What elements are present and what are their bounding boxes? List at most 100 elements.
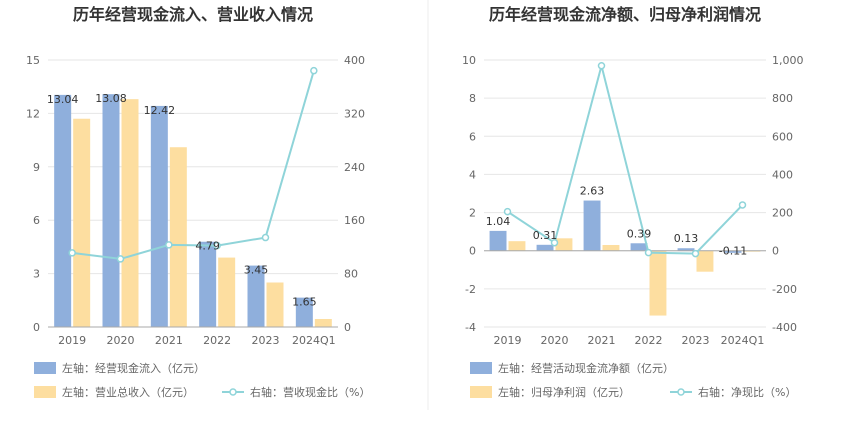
chart1-bar-s1 bbox=[169, 147, 187, 327]
chart2-x-tick: 2023 bbox=[682, 334, 710, 347]
chart1-bar-s1 bbox=[266, 282, 284, 327]
chart2-y-right-tick: 0 bbox=[772, 245, 779, 258]
chart2-y-right-tick: -200 bbox=[772, 283, 797, 296]
chart2-bar-s0 bbox=[489, 230, 507, 251]
chart2-data-label: 0.31 bbox=[533, 229, 558, 242]
chart2-y-left-tick: -4 bbox=[465, 321, 476, 334]
chart2-data-label: 0.39 bbox=[627, 227, 652, 240]
chart2-bar-s1 bbox=[649, 250, 667, 316]
chart2-line-point bbox=[644, 248, 653, 257]
chart2-line-point bbox=[691, 249, 700, 258]
chart2-data-label: 1.04 bbox=[486, 215, 511, 228]
chart2-bar-s0 bbox=[536, 244, 554, 251]
chart2-y-right-tick: -400 bbox=[772, 321, 797, 334]
chart2-bar-s1 bbox=[555, 238, 573, 251]
chart1-bar-s1 bbox=[314, 318, 332, 327]
chart2-line-point bbox=[550, 238, 559, 247]
chart1-y-left-tick: 9 bbox=[33, 161, 40, 174]
chart2-line-point bbox=[597, 61, 606, 70]
chart2-legend-label: 右轴：净现比（%） bbox=[698, 385, 796, 399]
chart1-bar-s0 bbox=[295, 297, 313, 327]
chart1-x-tick: 2024Q1 bbox=[292, 334, 336, 347]
chart2-legend-label: 左轴：归母净利润（亿元） bbox=[498, 385, 630, 399]
chart2-y-left-tick: 0 bbox=[469, 245, 476, 258]
chart1-y-left-tick: 6 bbox=[33, 214, 40, 227]
chart2-y-right-tick: 1,000 bbox=[772, 54, 804, 67]
chart2-bar-s1 bbox=[508, 241, 526, 251]
chart1-bar-s1 bbox=[73, 118, 91, 328]
chart2-y-right-tick: 200 bbox=[772, 207, 793, 220]
chart2-x-tick: 2022 bbox=[635, 334, 663, 347]
chart2-y-left-tick: 8 bbox=[469, 92, 476, 105]
chart1-line-point bbox=[116, 255, 125, 263]
chart1-y-right-tick: 160 bbox=[344, 214, 365, 227]
chart2-bar-s0 bbox=[724, 250, 742, 253]
chart1-bar-s0 bbox=[54, 94, 72, 327]
chart1-y-right-tick: 400 bbox=[344, 54, 365, 67]
chart1-bar-s1 bbox=[218, 257, 236, 327]
chart2-line-series bbox=[506, 61, 744, 255]
chart2-y-left-tick: 6 bbox=[469, 130, 476, 143]
chart1-y-left-tick: 0 bbox=[33, 321, 40, 334]
chart1-x-tick: 2022 bbox=[203, 334, 231, 347]
chart2-y-right-tick: 400 bbox=[772, 168, 793, 181]
chart1-legend-swatch bbox=[34, 386, 56, 398]
chart2-title: 历年经营现金流净额、归母净利润情况 bbox=[489, 5, 761, 24]
chart1-data-label: 1.65 bbox=[292, 296, 317, 309]
chart1-line-point bbox=[261, 233, 270, 242]
chart1-bar-s0 bbox=[247, 265, 265, 327]
chart1-data-label: 4.79 bbox=[195, 240, 220, 253]
chart2-y-left-tick: 10 bbox=[462, 54, 476, 67]
chart2-data-label: 0.13 bbox=[674, 232, 699, 245]
chart2-x-tick: 2021 bbox=[588, 334, 616, 347]
chart1-x-tick: 2020 bbox=[107, 334, 135, 347]
chart1-data-label: 3.45 bbox=[244, 264, 269, 277]
chart1-y-right-tick: 0 bbox=[344, 321, 351, 334]
chart1-line-point bbox=[310, 66, 318, 75]
chart2-bar-s1 bbox=[696, 250, 714, 272]
chart2-legend-swatch bbox=[470, 386, 492, 398]
chart2-line-point bbox=[503, 207, 512, 216]
chart1-line-point bbox=[68, 249, 76, 257]
chart2-legend-label: 左轴：经营活动现金流净额（亿元） bbox=[498, 361, 674, 375]
chart1-bar-s0 bbox=[199, 241, 217, 327]
chart1-bar-s0 bbox=[102, 94, 120, 328]
chart2-line-point bbox=[738, 201, 747, 209]
chart1-y-right-tick: 80 bbox=[344, 268, 358, 281]
chart1-y-right-tick: 320 bbox=[344, 107, 365, 120]
chart2-legend-swatch bbox=[470, 362, 492, 374]
chart1-data-label: 12.42 bbox=[144, 104, 176, 117]
chart1-legend-label: 左轴：营业总收入（亿元） bbox=[62, 385, 194, 399]
chart2-legend-swatch-marker bbox=[677, 388, 685, 396]
chart1-line-point bbox=[213, 241, 221, 250]
chart1-x-tick: 2021 bbox=[155, 334, 183, 347]
chart1-x-tick: 2019 bbox=[58, 334, 86, 347]
chart1-legend-label: 左轴：经营现金流入（亿元） bbox=[62, 361, 205, 375]
chart1-line-point bbox=[165, 241, 173, 249]
chart1-data-label: 13.04 bbox=[47, 93, 79, 106]
chart2-data-label: -0.11 bbox=[719, 245, 747, 258]
chart1-data-label: 13.08 bbox=[95, 92, 127, 105]
chart1-y-right-tick: 240 bbox=[344, 161, 365, 174]
chart1-bar-s1 bbox=[121, 99, 139, 327]
chart2-bar-s0 bbox=[583, 200, 601, 251]
chart2-data-label: 2.63 bbox=[580, 185, 605, 198]
chart2-bar-s0 bbox=[677, 248, 695, 251]
chart1-y-left-tick: 12 bbox=[26, 107, 40, 120]
chart2-y-left-tick: 2 bbox=[469, 207, 476, 220]
chart1-legend-label: 右轴：营收现金比（%） bbox=[250, 385, 370, 399]
chart2-x-tick: 2019 bbox=[494, 334, 522, 347]
chart2-y-right-tick: 600 bbox=[772, 130, 793, 143]
chart1-y-left-tick: 3 bbox=[33, 268, 40, 281]
chart2-bar-s0 bbox=[630, 243, 648, 251]
chart1-line-series bbox=[72, 70, 315, 260]
chart2-x-tick: 2024Q1 bbox=[721, 334, 765, 347]
chart1-x-tick: 2023 bbox=[252, 334, 280, 347]
chart2-y-right-tick: 800 bbox=[772, 92, 793, 105]
chart1-legend-swatch bbox=[34, 362, 56, 374]
chart2-y-left-tick: -2 bbox=[465, 283, 476, 296]
chart1-legend-swatch-marker bbox=[229, 388, 237, 396]
chart1-y-left-tick: 15 bbox=[26, 54, 40, 67]
